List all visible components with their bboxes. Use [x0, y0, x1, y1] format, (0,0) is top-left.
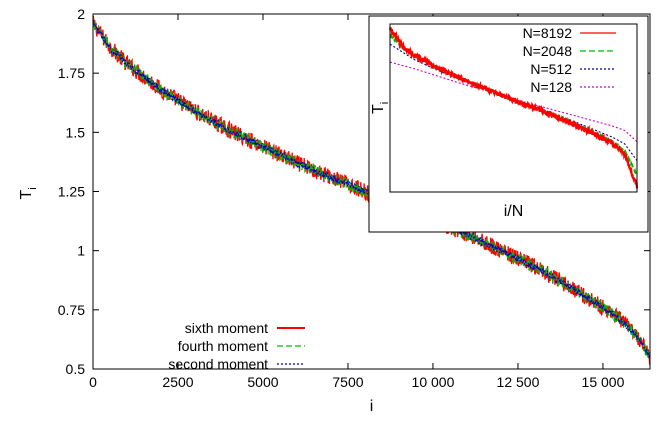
y-tick-label: 1 — [77, 243, 85, 259]
legend-label: sixth moment — [185, 320, 268, 336]
x-tick-label: 0 — [89, 374, 97, 390]
x-tick-label: 10 000 — [412, 374, 455, 390]
y-tick-label: 1.25 — [58, 184, 85, 200]
x-axis-title: i — [370, 398, 374, 415]
inset-legend-bg — [510, 43, 626, 60]
inset-y-axis-title-subscript: i — [379, 102, 391, 104]
inset-legend-label: N=2048 — [523, 43, 573, 59]
legend-label: second moment — [168, 356, 268, 372]
y-tick-label: 2 — [77, 6, 85, 22]
y-tick-label: 0.75 — [58, 302, 85, 318]
inset-x-axis-title: i/N — [504, 203, 524, 220]
x-tick-label: 2500 — [162, 374, 193, 390]
inset-plot-frame — [389, 23, 638, 193]
x-tick-label: 12 500 — [497, 374, 540, 390]
x-tick-label: 15 000 — [582, 374, 625, 390]
x-tick-label: 5000 — [247, 374, 278, 390]
inset-legend-bg — [510, 61, 626, 78]
y-axis-title-subscript: i — [27, 187, 39, 189]
y-tick-label: 1.5 — [66, 124, 86, 140]
inset-y-axis-title-main: T — [370, 104, 387, 114]
legend-label: fourth moment — [178, 338, 268, 354]
y-tick-label: 1.75 — [58, 65, 85, 81]
inset-legend-label: N=8192 — [523, 25, 573, 41]
inset-y-axis-title: Ti — [370, 102, 391, 114]
y-axis-title: Ti — [18, 187, 39, 199]
inset-legend-label: N=512 — [530, 61, 572, 77]
inset-plot: i/N Ti N=8192 N=2048 N=512 N=128 — [368, 15, 649, 233]
inset-legend-label: N=128 — [530, 79, 572, 95]
y-tick-label: 0.5 — [66, 361, 86, 377]
inset-legend-bg — [510, 25, 626, 42]
y-axis-title-main: T — [18, 190, 35, 200]
inset-series-line-N-8192 — [388, 26, 639, 189]
x-tick-label: 7500 — [332, 374, 363, 390]
inset-legend-bg — [510, 79, 626, 96]
